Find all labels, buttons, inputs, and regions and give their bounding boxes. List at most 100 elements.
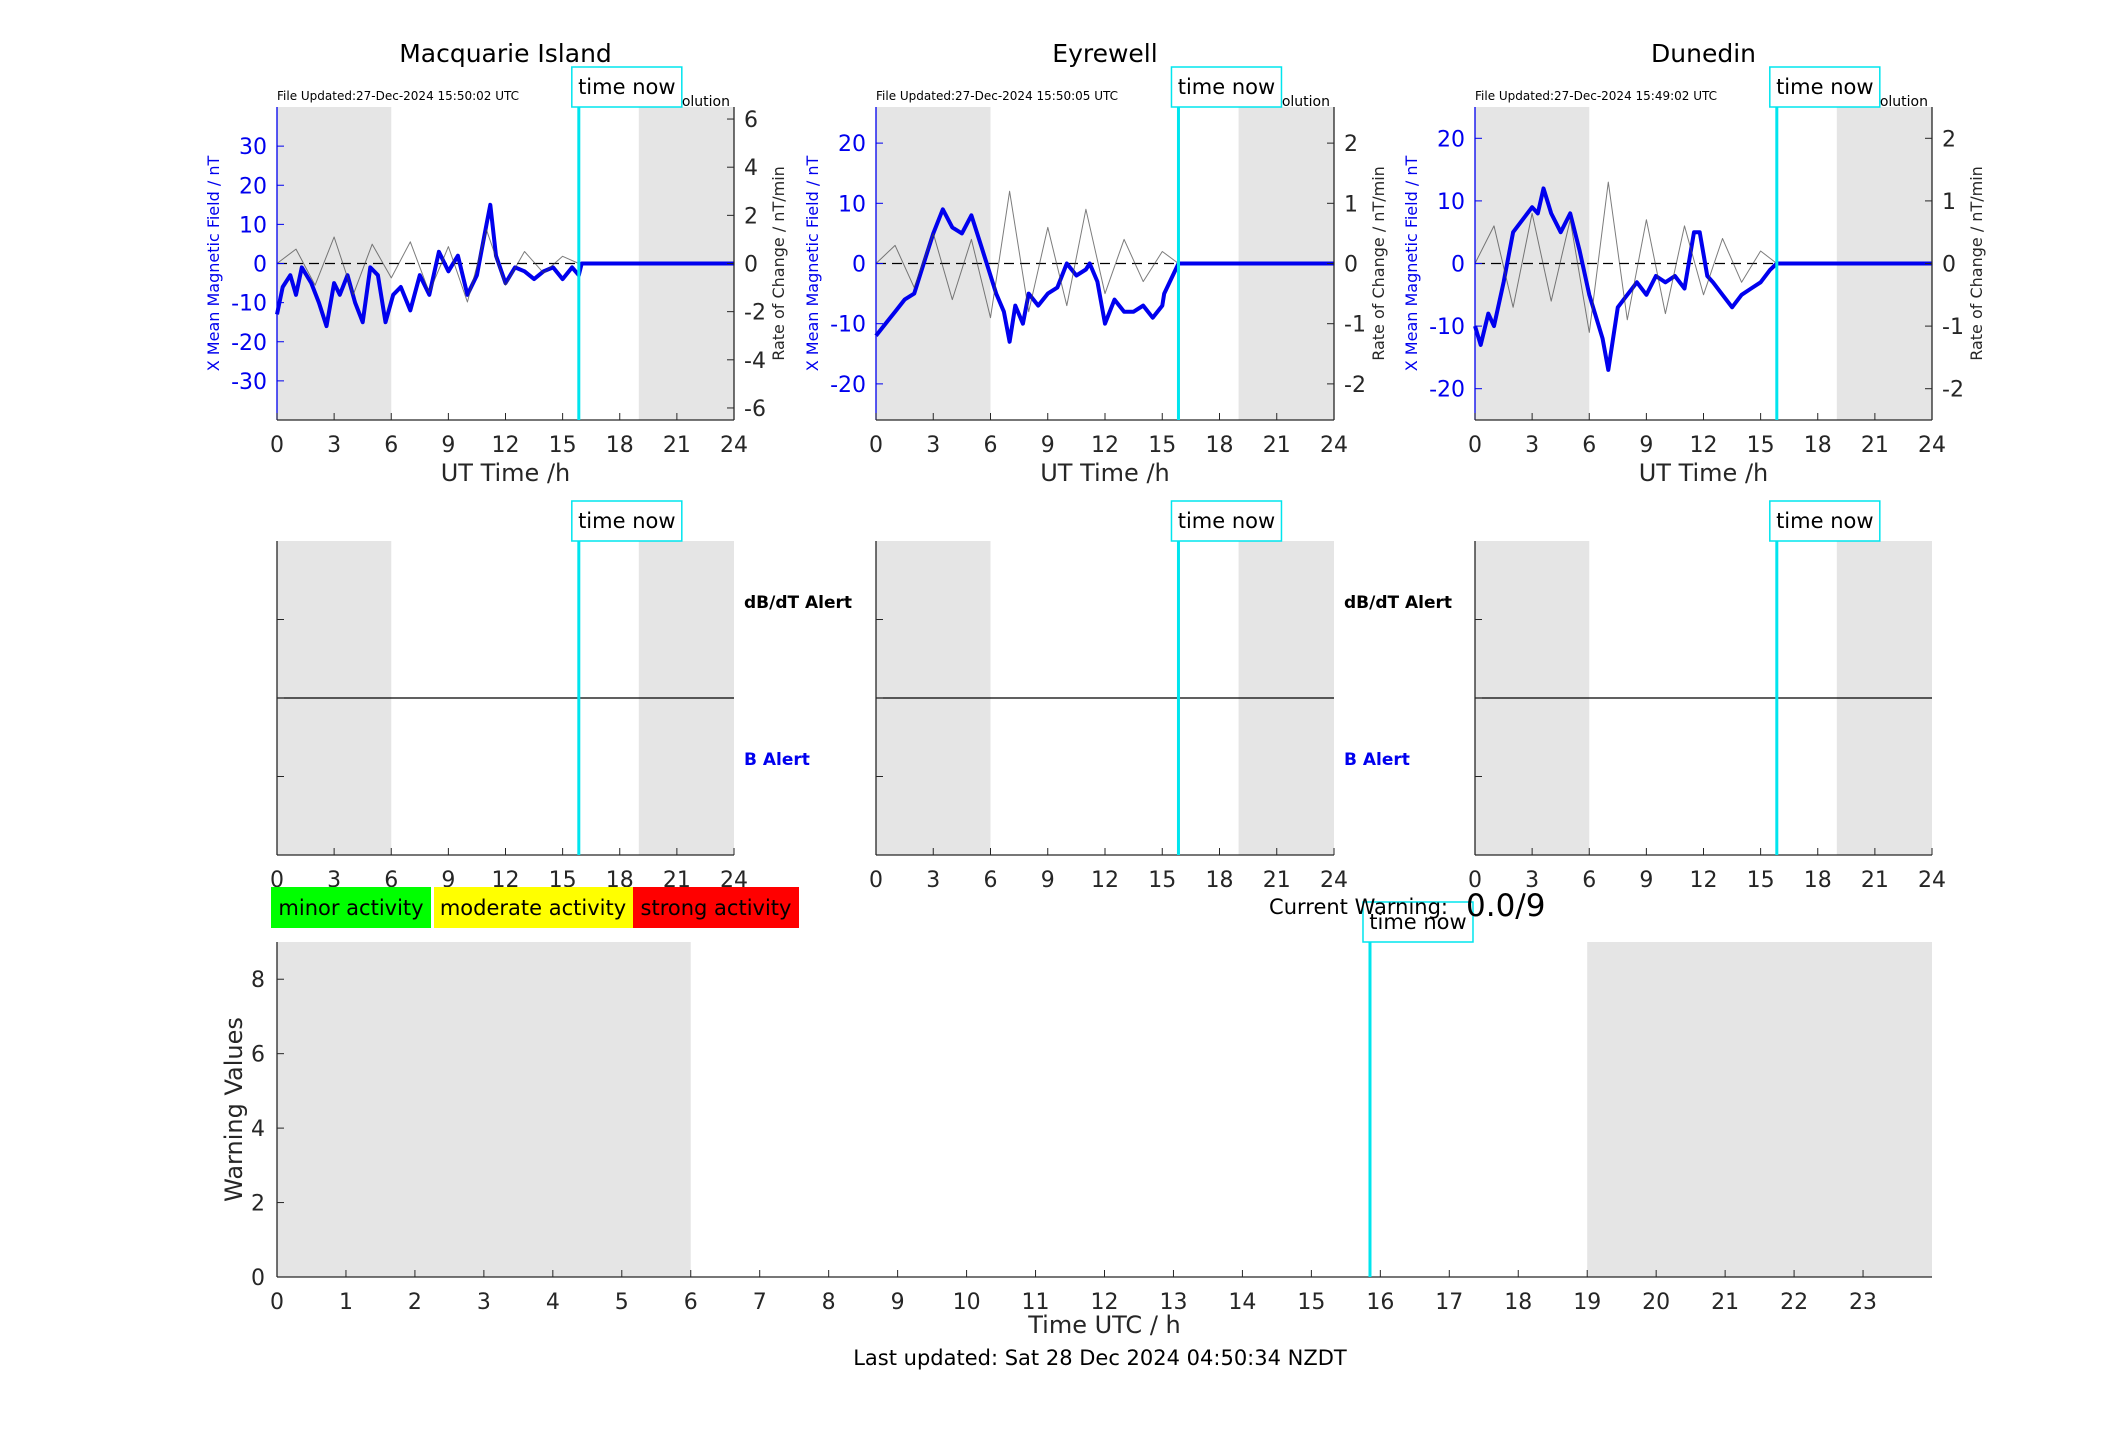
x-tick-label: 6 bbox=[984, 868, 998, 893]
x-tick-label: 1 bbox=[339, 1290, 353, 1315]
x-tick-label: 18 bbox=[1504, 1290, 1532, 1315]
x-tick-label: 21 bbox=[1263, 868, 1291, 893]
x-tick-label: 18 bbox=[1804, 433, 1832, 458]
y-tick-label-right: -6 bbox=[744, 397, 766, 422]
panel-2: 0 3 6 9 12 15 18 21 24-20-1001020-2-1012DunedinF… bbox=[1402, 39, 1986, 487]
plots-layer: 0 3 6 9 12 15 18 21 24-30-20-100102030-6-4-20246… bbox=[204, 39, 1986, 1339]
time-now-label: time now bbox=[1178, 509, 1275, 533]
y-tick-label-left: -10 bbox=[231, 292, 267, 317]
y-tick-label-right: -2 bbox=[1344, 373, 1366, 398]
y-tick-label-right: 6 bbox=[744, 108, 758, 133]
x-tick-label: 20 bbox=[1642, 1290, 1670, 1315]
file-updated-text: File Updated:27-Dec-2024 15:50:05 UTC bbox=[876, 89, 1118, 103]
x-tick-label: 21 bbox=[663, 433, 691, 458]
y-axis-label-left: X Mean Magnetic Field / nT bbox=[1402, 156, 1421, 372]
y-tick-label: 2 bbox=[251, 1192, 265, 1217]
y-tick-label-right: -4 bbox=[744, 349, 766, 374]
panel-title: Dunedin bbox=[1651, 39, 1756, 68]
x-tick-label: 18 bbox=[1804, 868, 1832, 893]
y-tick-label-left: 10 bbox=[1437, 190, 1465, 215]
x-tick-label: 6 bbox=[1582, 868, 1596, 893]
y-tick-label-left: 30 bbox=[239, 135, 267, 160]
y-axis-label-right: Rate of Change / nT/min bbox=[769, 166, 788, 361]
time-now-box bbox=[1170, 66, 1283, 108]
x-tick-label: 6 bbox=[384, 433, 398, 458]
x-tick-label: 24 bbox=[1918, 433, 1946, 458]
y-tick-label-right: 4 bbox=[744, 156, 758, 181]
y-tick-label-right: 0 bbox=[744, 253, 758, 278]
x-axis-label: UT Time /h bbox=[1639, 459, 1769, 487]
field-series-line bbox=[275, 202, 734, 329]
legend-swatch-strong bbox=[633, 887, 799, 928]
x-tick-label: 0 bbox=[1468, 433, 1482, 458]
x-tick-label: 3 bbox=[477, 1290, 491, 1315]
y-axis-label-right: Rate of Change / nT/min bbox=[1369, 166, 1388, 361]
y-tick-label-right: 0 bbox=[1344, 253, 1358, 278]
y-tick-label-right: 1 bbox=[1344, 192, 1358, 217]
rate-series-line bbox=[1474, 181, 1778, 333]
x-tick-label: 12 bbox=[1091, 433, 1119, 458]
panel-title: Macquarie Island bbox=[399, 39, 612, 68]
x-tick-label: 3 bbox=[327, 868, 341, 893]
time-now-label: time now bbox=[1178, 75, 1275, 99]
legend-label-strong: strong activity bbox=[641, 896, 792, 920]
b-alert-label: B Alert bbox=[744, 750, 810, 770]
x-tick-label: 18 bbox=[606, 433, 634, 458]
y-axis-label-right: Rate of Change / nT/min bbox=[1967, 166, 1986, 361]
x-tick-label: 12 bbox=[1091, 868, 1119, 893]
file-updated-text: File Updated:27-Dec-2024 15:49:02 UTC bbox=[1475, 89, 1717, 103]
y-tick-label-left: 20 bbox=[1437, 127, 1465, 152]
x-tick-label: 2 bbox=[408, 1290, 422, 1315]
x-tick-label: 0 bbox=[270, 1290, 284, 1315]
dbdt-alert-label: dB/dT Alert bbox=[744, 593, 852, 613]
x-tick-label: 13 bbox=[1159, 1290, 1187, 1315]
x-tick-label: 6 bbox=[684, 1290, 698, 1315]
y-tick-label-right: 0 bbox=[1942, 253, 1956, 278]
panel-6: 0 1 2 3 4 5 6 7 8 9 10 11 12 13 14 15 16 17 18 19 20 21 22 2302… bbox=[220, 901, 1932, 1339]
y-tick-label-left: 0 bbox=[1451, 253, 1465, 278]
x-tick-label: 9 bbox=[891, 1290, 905, 1315]
y-tick-label: 6 bbox=[251, 1043, 265, 1068]
x-axis-label: UT Time /h bbox=[1040, 459, 1170, 487]
x-tick-label: 12 bbox=[492, 433, 520, 458]
x-tick-label: 9 bbox=[441, 433, 455, 458]
y-tick-label: 8 bbox=[251, 968, 265, 993]
activity-legend: minor activity moderate activity strong … bbox=[271, 887, 799, 928]
x-tick-label: 15 bbox=[549, 433, 577, 458]
y-tick-label-right: -2 bbox=[1942, 378, 1964, 403]
x-tick-label: 5 bbox=[615, 1290, 629, 1315]
x-tick-label: 18 bbox=[1206, 433, 1234, 458]
shaded-region bbox=[277, 942, 691, 1277]
x-tick-label: 9 bbox=[1041, 433, 1055, 458]
legend-label-moderate: moderate activity bbox=[440, 896, 626, 920]
x-tick-label: 0 bbox=[869, 433, 883, 458]
x-tick-label: 12 bbox=[1690, 868, 1718, 893]
y-tick-label-left: -20 bbox=[231, 331, 267, 356]
time-now-label: time now bbox=[1776, 509, 1873, 533]
x-tick-label: 17 bbox=[1435, 1290, 1463, 1315]
y-tick-label-right: 2 bbox=[1942, 127, 1956, 152]
y-tick-label-left: 20 bbox=[239, 174, 267, 199]
y-tick-label: 0 bbox=[251, 1266, 265, 1291]
time-now-box bbox=[1170, 500, 1283, 542]
rate-series-line bbox=[276, 229, 580, 303]
time-now-box bbox=[571, 500, 683, 542]
y-tick-label-right: 2 bbox=[1344, 132, 1358, 157]
x-tick-label: 24 bbox=[720, 433, 748, 458]
x-tick-label: 0 bbox=[1468, 868, 1482, 893]
last-updated-text: Last updated: Sat 28 Dec 2024 04:50:34 N… bbox=[853, 1346, 1347, 1370]
dbdt-alert-label: dB/dT Alert bbox=[1344, 593, 1452, 613]
x-tick-label: 3 bbox=[1525, 433, 1539, 458]
x-tick-label: 9 bbox=[1639, 868, 1653, 893]
current-warning-value: 0.0/9 bbox=[1466, 888, 1545, 924]
panel-4: 0 3 6 9 12 15 18 21 24 dB/dT Alert B Alert time now bbox=[869, 500, 1452, 893]
legend-label-minor: minor activity bbox=[278, 896, 423, 920]
x-tick-label: 3 bbox=[926, 433, 940, 458]
x-tick-label: 9 bbox=[441, 868, 455, 893]
x-tick-label: 22 bbox=[1780, 1290, 1808, 1315]
x-tick-label: 3 bbox=[327, 433, 341, 458]
x-tick-label: 21 bbox=[1711, 1290, 1739, 1315]
x-axis-label: Time UTC / h bbox=[1027, 1311, 1181, 1339]
panel-0: 0 3 6 9 12 15 18 21 24-30-20-100102030-6-4-20246… bbox=[204, 39, 788, 487]
